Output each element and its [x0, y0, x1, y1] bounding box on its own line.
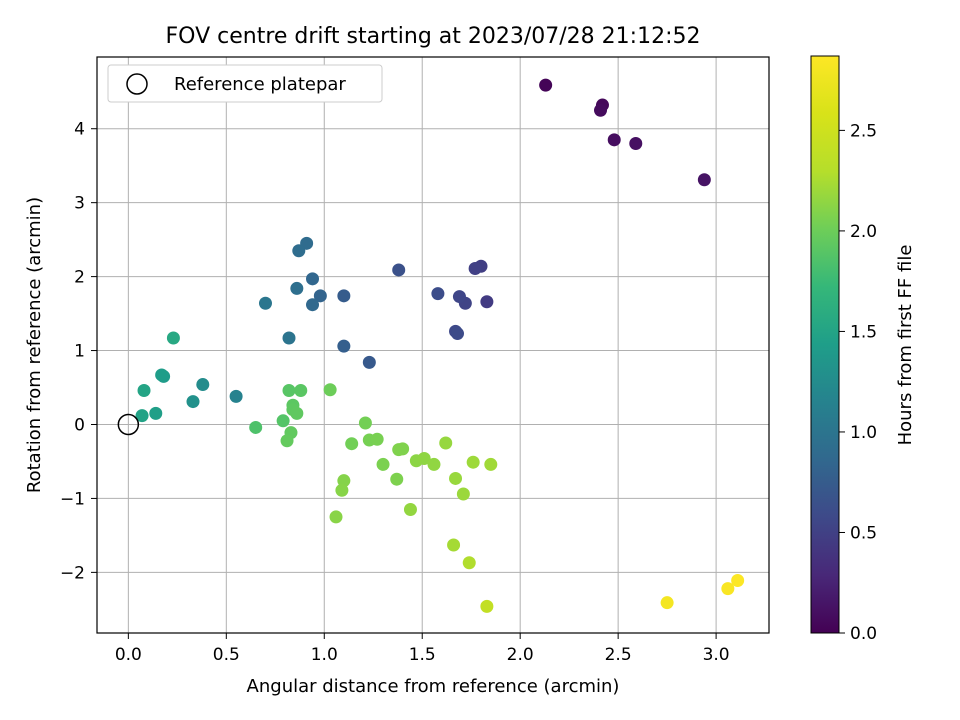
data-point	[431, 287, 445, 301]
data-point	[721, 582, 735, 596]
colorbar-tick-label: 1.5	[850, 322, 877, 342]
data-point	[294, 383, 308, 397]
data-point	[484, 457, 498, 471]
data-point	[329, 510, 343, 524]
data-point	[449, 471, 463, 485]
data-point	[337, 339, 351, 353]
data-point	[323, 383, 337, 397]
data-point	[468, 261, 482, 275]
colorbar-label: Hours from first FF file	[895, 245, 916, 446]
chart-title: FOV centre drift starting at 2023/07/28 …	[166, 24, 701, 49]
grid-lines	[97, 57, 769, 633]
data-point	[539, 78, 553, 92]
legend-marker	[126, 73, 148, 95]
data-point	[370, 432, 384, 446]
data-point	[697, 173, 711, 187]
scatter-points	[135, 78, 745, 613]
colorbar-ticks: 0.0 0.5 1.0 1.5 2.0 2.5	[839, 121, 877, 644]
data-point	[480, 295, 494, 309]
colorbar-tick-label: 1.0	[850, 423, 877, 443]
data-point	[282, 383, 296, 397]
data-point	[337, 289, 351, 303]
data-point	[345, 437, 359, 451]
x-tick-label: 2.0	[507, 645, 534, 665]
x-tick-label: 1.0	[311, 645, 338, 665]
y-tick-label: 4	[74, 120, 85, 140]
data-point	[290, 406, 304, 420]
data-point	[462, 556, 476, 570]
legend: Reference platepar	[107, 64, 383, 103]
data-point	[447, 538, 461, 552]
data-point	[403, 503, 417, 517]
x-tick-label: 0.0	[115, 645, 142, 665]
data-point	[280, 434, 294, 448]
y-tick-label: 1	[74, 342, 85, 362]
y-tick-label: −1	[60, 489, 85, 509]
x-tick-label: 1.5	[409, 645, 436, 665]
reference-platepar-point	[117, 413, 140, 436]
x-axis-ticks: 0.0 0.5 1.0 1.5 2.0 2.5 3.0	[115, 633, 730, 665]
data-point	[731, 574, 745, 588]
data-point	[439, 436, 453, 450]
data-point	[466, 455, 480, 469]
plot-frame	[96, 56, 770, 634]
colorbar-tick-label: 2.0	[850, 222, 877, 242]
x-tick-label: 3.0	[703, 645, 730, 665]
colorbar-tick-label: 0.0	[850, 624, 877, 644]
data-point	[137, 383, 151, 397]
data-point	[607, 133, 621, 147]
reference-marker	[117, 413, 140, 436]
x-tick-label: 0.5	[213, 645, 240, 665]
data-point	[306, 272, 320, 286]
y-tick-label: −2	[60, 563, 85, 583]
data-point	[376, 457, 390, 471]
data-point	[282, 331, 296, 345]
data-point	[456, 487, 470, 501]
data-point	[276, 414, 290, 428]
data-point	[149, 406, 163, 420]
data-point	[155, 368, 169, 382]
data-point	[452, 290, 466, 304]
y-axis-ticks: −2 −1 0 1 2 3 4	[60, 120, 97, 583]
data-point	[335, 483, 349, 497]
data-point	[258, 296, 272, 310]
y-tick-label: 0	[74, 415, 85, 435]
data-point	[417, 451, 431, 465]
data-point	[249, 420, 263, 434]
data-point	[390, 472, 404, 486]
data-point	[427, 457, 441, 471]
colorbar-gradient	[810, 55, 840, 634]
data-point	[629, 137, 643, 151]
data-point	[660, 596, 674, 610]
colorbar-tick-label: 2.5	[850, 121, 877, 141]
legend-entry-reference: Reference platepar	[174, 74, 346, 95]
colorbar: 0.0 0.5 1.0 1.5 2.0 2.5 Hours from first FF f…	[810, 55, 916, 644]
y-tick-label: 3	[74, 194, 85, 214]
data-point	[306, 298, 320, 312]
data-point	[196, 378, 210, 392]
x-axis-label: Angular distance from reference (arcmin)	[247, 676, 620, 697]
colorbar-tick-label: 0.5	[850, 523, 877, 543]
x-tick-label: 2.5	[605, 645, 632, 665]
data-point	[594, 103, 608, 117]
y-tick-label: 2	[74, 268, 85, 288]
data-point	[290, 281, 304, 295]
data-point	[450, 327, 464, 341]
data-point	[186, 395, 200, 409]
data-point	[313, 289, 327, 303]
data-point	[358, 416, 372, 430]
data-point	[392, 263, 406, 277]
data-point	[229, 389, 243, 403]
y-axis-label: Rotation from reference (arcmin)	[24, 197, 45, 493]
data-point	[396, 442, 410, 456]
data-point	[480, 599, 494, 613]
data-point	[292, 244, 306, 258]
legend-box	[107, 64, 383, 103]
data-point	[166, 331, 180, 345]
data-point	[362, 355, 376, 369]
data-point	[135, 409, 149, 423]
